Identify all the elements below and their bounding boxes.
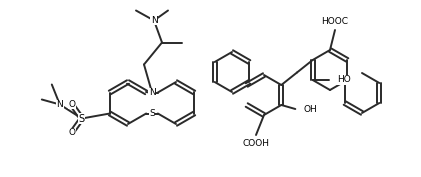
Text: COOH: COOH xyxy=(242,139,269,149)
Text: OH: OH xyxy=(303,104,317,113)
Text: S: S xyxy=(149,109,155,118)
Text: HO: HO xyxy=(337,76,350,84)
Text: O: O xyxy=(68,100,75,109)
Text: N: N xyxy=(151,16,157,25)
Text: N: N xyxy=(149,88,155,97)
Text: S: S xyxy=(79,113,85,124)
Text: O: O xyxy=(68,128,75,137)
Text: HOOC: HOOC xyxy=(322,16,349,25)
Text: N: N xyxy=(56,100,63,109)
